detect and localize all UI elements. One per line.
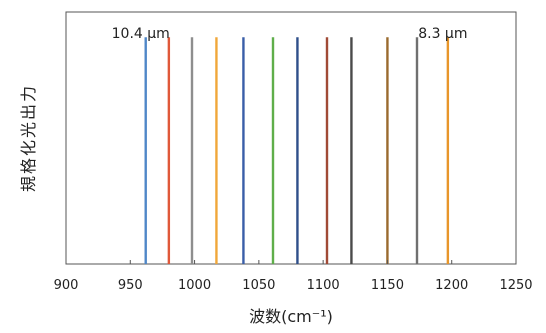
x-tick-label: 1050	[242, 278, 275, 293]
x-tick-label: 1200	[435, 278, 468, 293]
wavelength-annotation-1: 10.4 μm	[112, 26, 170, 42]
plot-frame	[65, 11, 517, 265]
x-axis-title: 波数(cm⁻¹)	[249, 307, 333, 326]
x-axis-ticks: 900 950 1000 1050 1100 1150 1200 1250	[54, 260, 533, 293]
x-tick-label: 1250	[499, 278, 532, 293]
x-tick-label: 1100	[307, 278, 340, 293]
emission-lines	[144, 37, 450, 264]
y-axis-title: 規格化光出力	[19, 84, 38, 192]
x-tick-label: 1150	[371, 278, 404, 293]
wavelength-annotation-2: 8.3 μm	[418, 26, 467, 42]
annotations: 10.4 μm 8.3 μm	[112, 26, 468, 42]
x-tick-label: 950	[118, 278, 143, 293]
x-tick-label: 900	[54, 278, 79, 293]
x-tick-label: 1000	[178, 278, 211, 293]
